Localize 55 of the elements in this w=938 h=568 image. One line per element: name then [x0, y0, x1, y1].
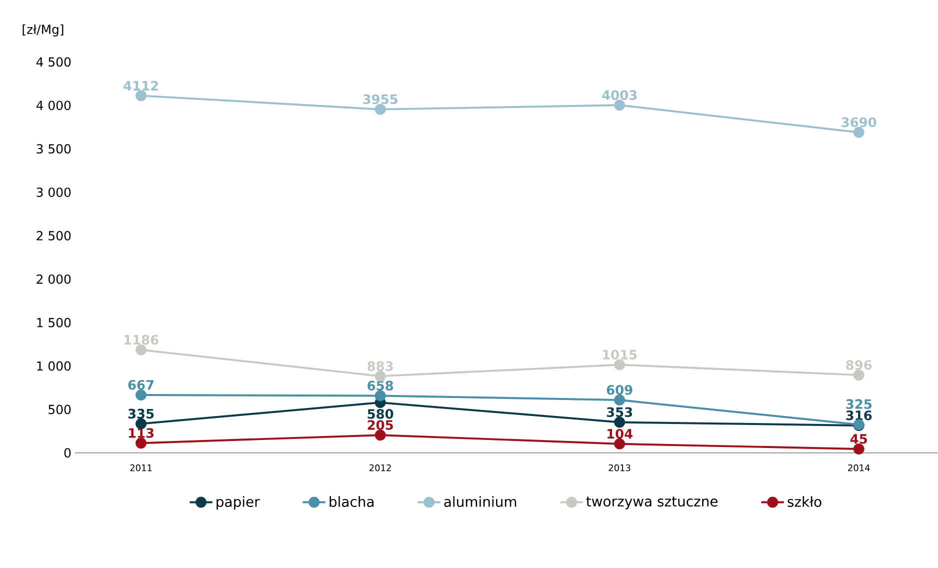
data-label: 104 [608, 428, 633, 439]
y-tick-label: 3 000 [36, 188, 71, 198]
data-label: 580 [368, 409, 394, 419]
point [374, 430, 386, 441]
legend-label: aluminium [444, 496, 516, 508]
point [614, 438, 626, 450]
point [614, 359, 626, 370]
data-label: 4112 [124, 80, 158, 91]
data-label: 45 [850, 434, 867, 444]
legend-label: blacha [330, 496, 374, 508]
x-tick-label: 2012 [370, 464, 391, 472]
data-label: 205 [368, 420, 393, 430]
point [614, 416, 626, 428]
x-tick-label: 2014 [848, 464, 870, 472]
data-label: 1015 [603, 350, 637, 360]
point [853, 126, 864, 138]
point [614, 394, 626, 406]
x-tick-label: 2011 [130, 464, 152, 472]
data-label: 896 [846, 360, 872, 370]
data-label: 658 [368, 380, 394, 391]
legend-label: papier [216, 496, 260, 510]
y-tick-label: 1 500 [37, 318, 71, 328]
y-tick-label: 4 500 [36, 57, 71, 67]
point [374, 390, 386, 402]
data-label: 353 [606, 407, 632, 418]
data-label: 113 [128, 428, 154, 438]
point [374, 104, 386, 115]
data-label: 4003 [602, 90, 637, 100]
y-tick-label: 4 000 [36, 100, 71, 110]
data-label: 325 [846, 399, 872, 410]
legend-label: szkło [788, 496, 822, 508]
data-label: 335 [128, 408, 154, 419]
y-axis-title: [zł/Mg] [22, 24, 64, 37]
data-label: 316 [846, 410, 872, 420]
data-label: 3955 [363, 94, 398, 104]
y-tick-label: 3 500 [36, 144, 71, 154]
point [136, 390, 147, 401]
x-tick-label: 2013 [608, 464, 630, 472]
point [614, 100, 626, 111]
point [853, 444, 864, 455]
y-tick-label: 2 000 [36, 274, 71, 284]
y-tick-label: 1 000 [37, 361, 71, 371]
y-tick-label: 0 [64, 448, 71, 458]
data-label: 609 [606, 385, 632, 395]
legend-label: tworzywa sztuczne [586, 496, 718, 510]
point [853, 370, 864, 381]
y-tick-label: 500 [48, 404, 71, 414]
y-tick-label: 2 500 [36, 231, 71, 240]
data-label: 3690 [842, 117, 876, 128]
data-label: 1186 [124, 334, 158, 345]
point [136, 90, 147, 102]
point [136, 438, 147, 449]
point [136, 344, 147, 356]
data-label: 883 [368, 361, 393, 372]
data-label: 667 [128, 380, 154, 390]
